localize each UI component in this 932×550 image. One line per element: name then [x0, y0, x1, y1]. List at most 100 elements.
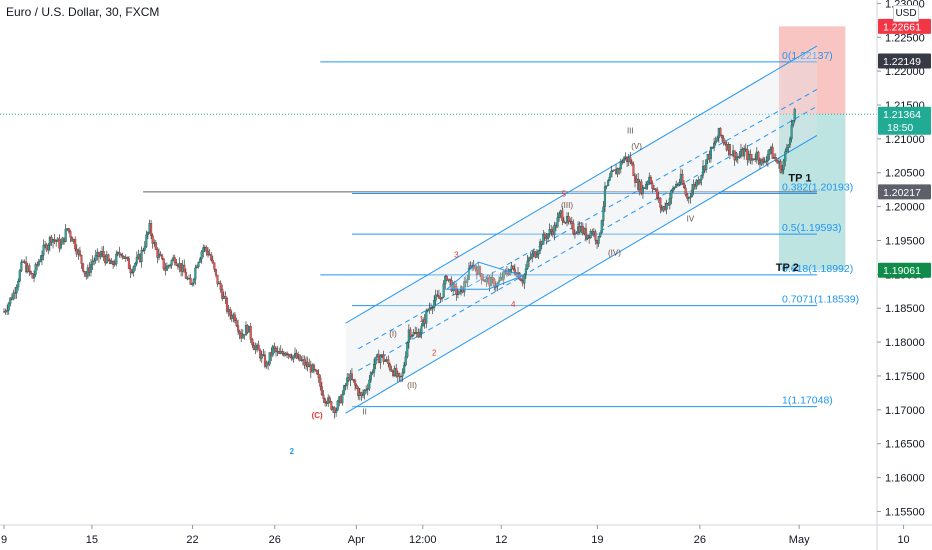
candle-body [183, 264, 186, 273]
candle-body [20, 261, 23, 271]
candle-body [254, 346, 257, 351]
candle-body [237, 325, 240, 332]
wave-label: IV [687, 215, 695, 224]
candle-body [763, 161, 766, 163]
fib-level-label: 1(1.17048) [782, 395, 833, 407]
candle-body [572, 223, 575, 234]
candle-body [82, 263, 85, 272]
candle-body [184, 272, 187, 279]
target-label: TP 2 [776, 262, 799, 274]
candle-body [670, 190, 673, 199]
candle-body [771, 146, 774, 159]
candle-body [206, 250, 210, 256]
price-tag-label: 1.19061 [883, 265, 921, 277]
target-labels: TP 1 TP 2 [776, 173, 812, 274]
candle-body [156, 249, 159, 258]
candle-body [709, 147, 712, 160]
candle-body [34, 264, 37, 275]
candle-body [491, 277, 494, 280]
wave-label: III [627, 126, 634, 135]
candle-body [150, 223, 153, 236]
y-tick-label: 1.21000 [885, 134, 925, 146]
candle-body [720, 135, 724, 139]
candle-body [738, 155, 741, 159]
candle-body [714, 141, 717, 144]
candle-body [365, 389, 368, 391]
candle-body [131, 271, 134, 274]
candle-body [733, 150, 736, 161]
candle-body [684, 187, 687, 195]
candle-body [374, 356, 377, 365]
wave-label: 3 [454, 250, 459, 259]
price-tag-label: 1.22149 [883, 56, 921, 68]
candle-body [251, 339, 254, 346]
candle-body [754, 158, 757, 160]
candle-body [382, 354, 385, 362]
candle-body [249, 326, 252, 340]
currency-button[interactable]: USD [893, 5, 919, 22]
candle-body [192, 279, 195, 284]
candle-body [490, 277, 493, 287]
candle-body [437, 295, 440, 299]
candle-body [15, 286, 18, 294]
candle-body [80, 254, 83, 264]
candle-body [502, 271, 505, 280]
candle-body [89, 264, 93, 273]
candle-body [289, 354, 292, 358]
candle-body [442, 283, 445, 298]
candle-body [40, 255, 44, 260]
candle-body [328, 397, 331, 402]
candle-body [523, 274, 526, 284]
candle-body [112, 261, 115, 265]
candle-body [556, 217, 559, 228]
x-tick-label: 15 [86, 534, 98, 546]
candle-body [649, 176, 652, 184]
stop-loss-zone [778, 26, 846, 115]
candle-body [603, 186, 607, 207]
candle-body [561, 210, 564, 221]
candle-body [689, 196, 692, 198]
candle-body [119, 253, 123, 256]
chart-title: Euro / U.S. Dollar, 30, FXCM [6, 5, 160, 19]
candle-body [602, 206, 605, 221]
candle-body [690, 189, 694, 197]
wave-label: (I) [389, 330, 397, 339]
candle-body [7, 303, 10, 311]
candle-body [607, 180, 610, 186]
y-tick-label: 1.16000 [885, 473, 925, 485]
candle-body [132, 266, 135, 273]
candle-body [12, 292, 15, 300]
candle-body [224, 296, 227, 299]
candle-body [360, 392, 363, 396]
candle-body [29, 271, 32, 274]
fib-level-label: 0.7071(1.18539) [782, 294, 859, 306]
candle-body [611, 170, 614, 172]
candle-body [395, 368, 398, 377]
candle-body [466, 279, 469, 283]
candle-body [200, 251, 203, 260]
candle-body [169, 265, 172, 267]
candle-body [399, 375, 403, 378]
candle-body [320, 386, 323, 396]
price-tag [878, 106, 931, 135]
candle-body [616, 168, 619, 175]
x-tick-label: 26 [269, 534, 281, 546]
candle-body [268, 352, 271, 365]
candle-body [319, 377, 322, 387]
candle-body [705, 159, 708, 170]
candle-body [757, 151, 760, 161]
candle-body [336, 400, 339, 411]
wave-label: 2 [432, 349, 437, 358]
candle-body [455, 286, 458, 295]
candle-body [355, 385, 358, 389]
candle-body [641, 187, 644, 194]
candle-body [67, 228, 70, 232]
candle-body [59, 244, 62, 249]
candle-body [467, 267, 471, 280]
candle-body [535, 254, 539, 258]
wave-label: (V) [631, 142, 642, 151]
candle-body [53, 239, 56, 241]
candle-body [357, 388, 360, 396]
